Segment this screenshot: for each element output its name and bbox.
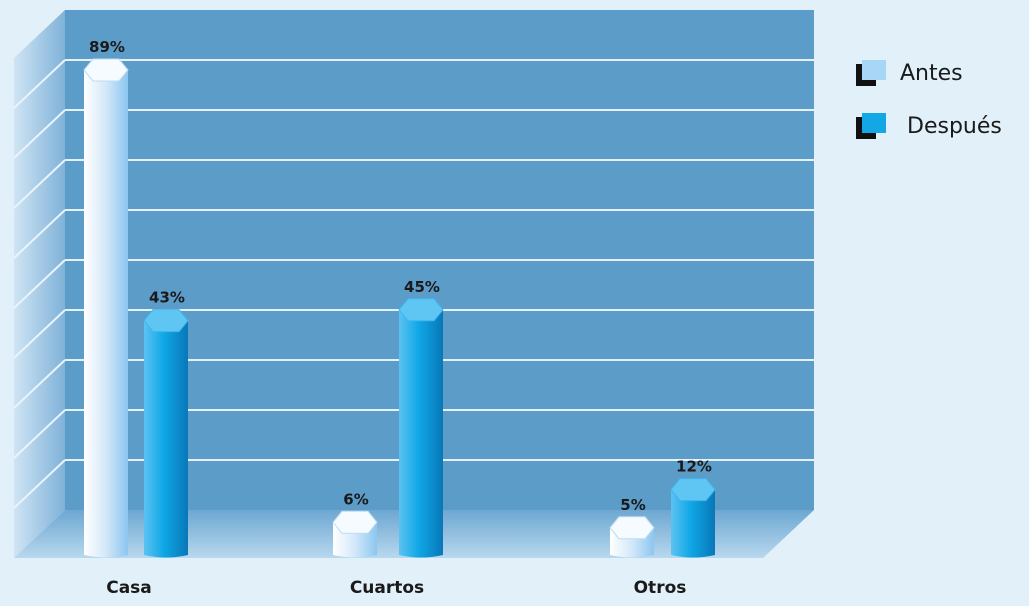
legend-swatch-antes-base xyxy=(856,80,876,86)
bar-cap-antes-cuartos xyxy=(332,510,378,534)
data-label: 89% xyxy=(89,38,125,56)
legend-swatch-despues-shadow xyxy=(856,117,862,139)
grid-line-side xyxy=(13,359,66,409)
grid-line-side xyxy=(13,259,66,309)
legend-swatch-antes-shadow xyxy=(856,64,862,86)
bar-cap-despues-casa xyxy=(143,309,189,333)
data-label: 12% xyxy=(676,458,712,476)
legend-item-despues: Después xyxy=(856,113,1002,139)
legend-item-antes: Antes xyxy=(856,60,963,86)
bars xyxy=(83,58,716,558)
grid-line-side xyxy=(13,309,66,359)
bar-cap-antes-otros xyxy=(609,516,655,540)
bar-antes-casa xyxy=(84,70,128,558)
x-tick-label: Casa xyxy=(106,578,152,598)
bar-despues-cuartos xyxy=(399,309,443,558)
data-label: 45% xyxy=(404,278,440,296)
data-label: 6% xyxy=(343,490,368,508)
grid-line-side xyxy=(13,409,66,459)
bar-cap-antes-casa xyxy=(83,58,129,82)
legend-swatch-antes xyxy=(862,60,886,80)
x-tick-label: Cuartos xyxy=(350,578,424,598)
grid-line-side xyxy=(13,209,66,259)
legend-swatch-despues-base xyxy=(856,133,876,139)
bar-despues-otros xyxy=(671,489,715,558)
legend-label-despues: Después xyxy=(907,114,1002,139)
data-label: 5% xyxy=(620,496,645,514)
grid-line-side xyxy=(13,59,66,109)
x-tick-label: Otros xyxy=(634,578,687,598)
grid-line-side xyxy=(13,109,66,159)
bar-cap-despues-otros xyxy=(670,478,716,502)
legend-label-antes: Antes xyxy=(900,61,963,86)
legend-swatch-despues xyxy=(862,113,886,133)
grid-line-side xyxy=(13,459,66,509)
data-labels: 89% 43% 6% 45% 5% 12% xyxy=(89,38,712,514)
grid-line-side xyxy=(13,159,66,209)
bar-cap-despues-cuartos xyxy=(398,298,444,322)
x-axis-ticks: Casa Cuartos Otros xyxy=(106,578,686,598)
legend: Antes Después xyxy=(856,60,1002,139)
bar-despues-casa xyxy=(144,320,188,558)
data-label: 43% xyxy=(149,289,185,307)
